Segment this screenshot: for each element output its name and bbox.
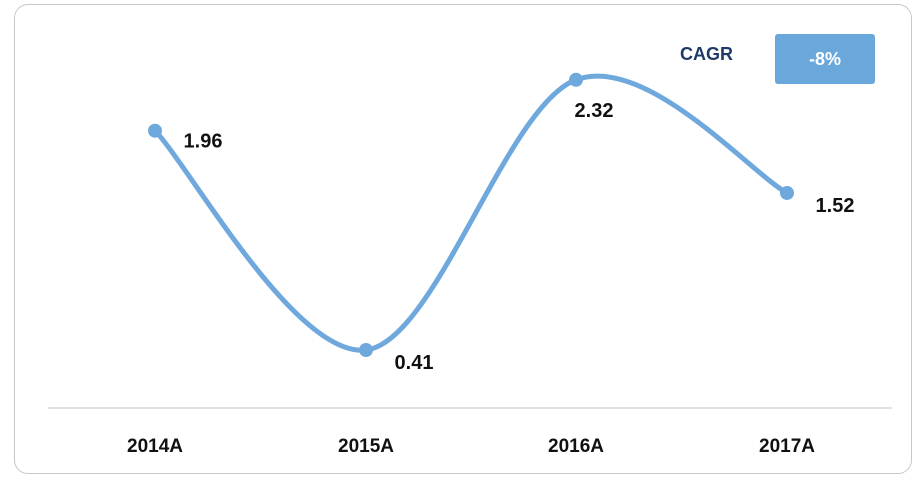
- cagr-value-badge: -8%: [775, 34, 875, 84]
- x-tick-label: 2017A: [759, 436, 815, 457]
- data-point-2017A: [780, 185, 794, 200]
- series-line: [152, 73, 790, 353]
- data-point-2016A: [569, 72, 583, 87]
- x-tick-label: 2014A: [127, 436, 183, 457]
- data-label-2015A: 0.41: [395, 352, 434, 374]
- data-point-2014A: [148, 123, 162, 138]
- x-tick-label: 2016A: [548, 436, 604, 457]
- data-label-2017A: 1.52: [816, 195, 855, 217]
- data-label-2016A: 2.32: [575, 100, 614, 122]
- data-point-2015A: [359, 342, 373, 357]
- x-tick-label: 2015A: [338, 436, 394, 457]
- cagr-label: CAGR: [680, 44, 733, 64]
- data-label-2014A: 1.96: [184, 131, 223, 153]
